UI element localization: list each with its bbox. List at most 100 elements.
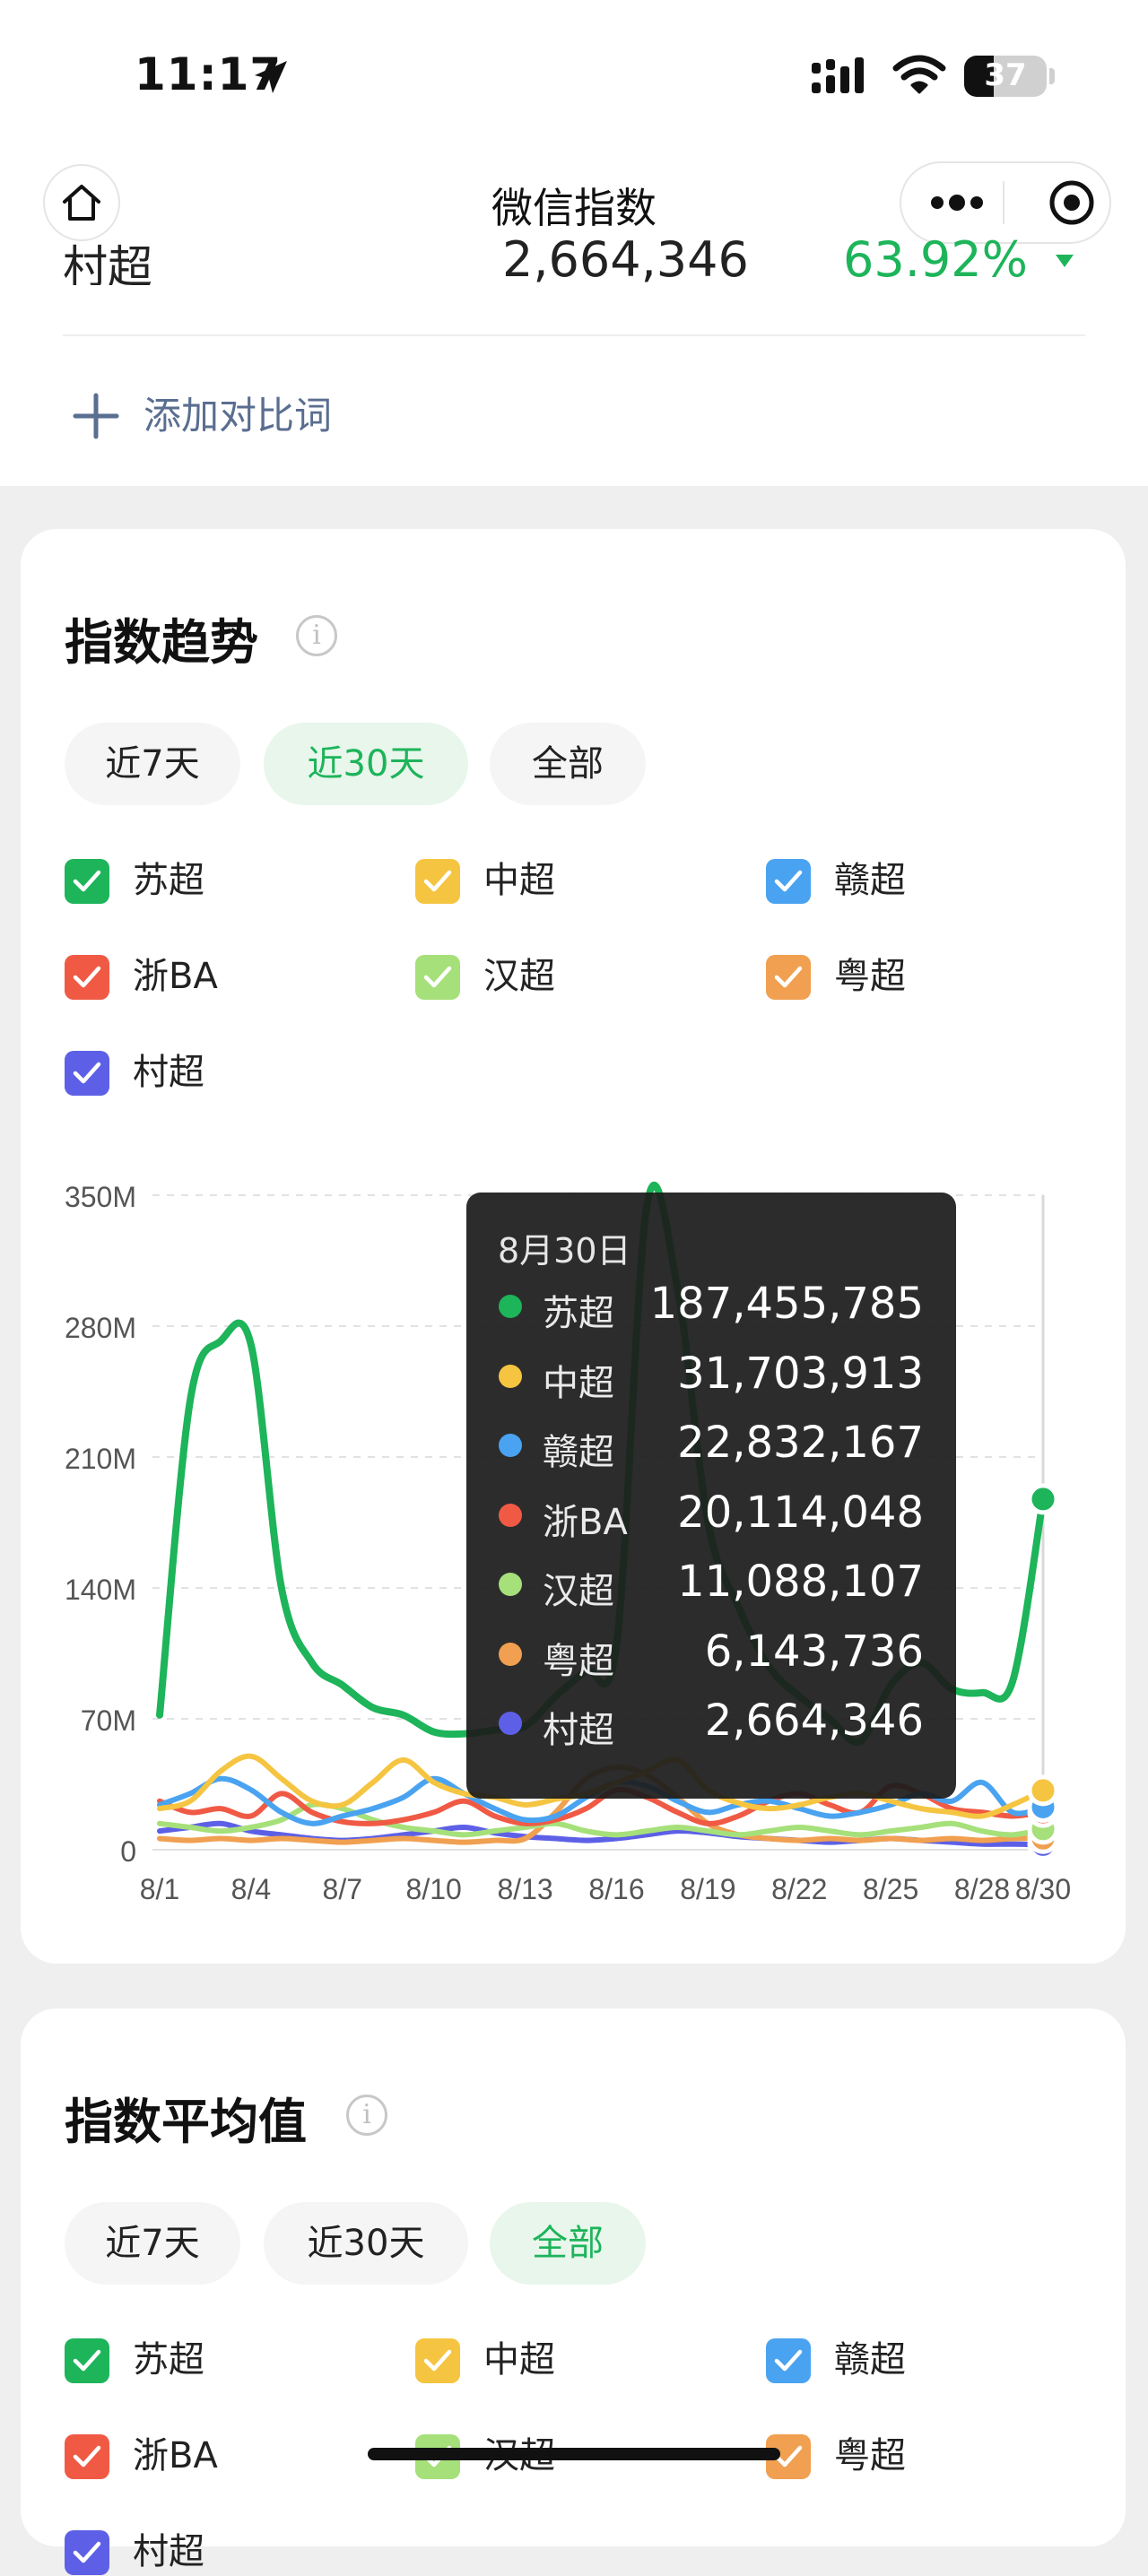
avg-range-all-button[interactable]: 全部: [490, 2202, 646, 2285]
series-dot: [499, 1295, 522, 1318]
compare-row-value: 2,664,346: [502, 231, 749, 288]
average-legend-item[interactable]: 村超: [65, 2528, 334, 2576]
average-title: 指数平均值: [65, 2094, 307, 2150]
trend-legend-item[interactable]: 苏超: [65, 856, 334, 905]
trend-legend-item[interactable]: 村超: [65, 1048, 334, 1097]
x-tick-label: 8/19: [680, 1873, 735, 1905]
range-7d-button[interactable]: 近7天: [65, 723, 240, 805]
tooltip-series-name: 赣超: [543, 1432, 614, 1473]
series-dot: [499, 1573, 522, 1596]
info-icon[interactable]: i: [296, 615, 337, 656]
status-time: 11:17: [135, 48, 283, 100]
checkbox-checked-icon[interactable]: [65, 859, 109, 904]
trend-legend-item[interactable]: 中超: [415, 856, 684, 905]
trend-legend-item[interactable]: 汉超: [415, 952, 684, 1001]
trend-legend-item[interactable]: 浙BA: [65, 952, 334, 1001]
tooltip-series-name: 中超: [543, 1362, 614, 1404]
tooltip-row: 中超 31,703,913: [466, 1348, 956, 1404]
checkbox-checked-icon[interactable]: [65, 955, 109, 1000]
average-legend-item[interactable]: 粤超: [766, 2432, 1035, 2480]
average-legend-item[interactable]: 中超: [415, 2336, 684, 2384]
add-compare-button[interactable]: 添加对比词: [63, 377, 350, 448]
tooltip-series-value: 187,455,785: [649, 1279, 924, 1329]
legend-label: 赣超: [834, 860, 906, 901]
y-tick-label: 280M: [65, 1312, 136, 1344]
series-dot: [499, 1642, 522, 1666]
legend-label: 村超: [133, 1052, 204, 1093]
compare-row-percent: 63.92%: [843, 231, 1028, 288]
series-line-5: [157, 1801, 1046, 1838]
tooltip-row: 村超 2,664,346: [466, 1696, 956, 1751]
checkbox-checked-icon[interactable]: [65, 2530, 109, 2575]
checkbox-checked-icon[interactable]: [65, 2338, 109, 2383]
tooltip-series-value: 22,832,167: [677, 1418, 924, 1468]
series-dot: [499, 1434, 522, 1457]
checkbox-checked-icon[interactable]: [766, 955, 811, 1000]
battery-level: 37: [984, 57, 1027, 93]
location-arrow-icon: [255, 61, 287, 93]
series-dot: [499, 1364, 522, 1388]
legend-label: 中超: [483, 2339, 555, 2381]
tooltip-row: 浙BA 20,114,048: [466, 1487, 956, 1543]
trend-legend-item[interactable]: 赣超: [766, 856, 1035, 905]
plus-icon: [73, 393, 119, 439]
tooltip-series-name: 村超: [543, 1710, 614, 1751]
x-tick-label: 8/4: [231, 1873, 271, 1905]
more-menu-icon[interactable]: [930, 192, 984, 213]
tooltip-series-value: 6,143,736: [704, 1626, 924, 1677]
legend-label: 浙BA: [133, 2435, 218, 2476]
average-legend-item[interactable]: 赣超: [766, 2336, 1035, 2384]
trend-title: 指数趋势: [65, 614, 258, 671]
wifi-icon: [892, 55, 946, 94]
checkbox-checked-icon[interactable]: [766, 2338, 811, 2383]
compare-row-name: 村超: [63, 241, 152, 285]
average-legend-item[interactable]: 苏超: [65, 2336, 334, 2384]
x-tick-label: 8/10: [406, 1873, 462, 1905]
tooltip-date: 8月30日: [498, 1231, 631, 1271]
chart-tooltip: 8月30日 苏超 187,455,785 中超 31,703,913 赣超 22,832,…: [466, 1193, 956, 1799]
trend-legend-item[interactable]: 粤超: [766, 952, 1035, 1001]
average-legend-item[interactable]: 浙BA: [65, 2432, 334, 2480]
divider: [63, 334, 1085, 336]
tooltip-series-value: 31,703,913: [677, 1348, 924, 1399]
tooltip-series-value: 20,114,048: [677, 1487, 924, 1538]
checkbox-checked-icon[interactable]: [415, 2338, 460, 2383]
checkbox-checked-icon[interactable]: [415, 955, 460, 1000]
y-tick-label: 140M: [65, 1574, 136, 1606]
legend-label: 赣超: [834, 2339, 906, 2381]
avg-range-7d-button[interactable]: 近7天: [65, 2202, 240, 2285]
x-tick-label: 8/16: [588, 1873, 644, 1905]
tooltip-row: 赣超 22,832,167: [466, 1418, 956, 1473]
tooltip-row: 粤超 6,143,736: [466, 1626, 956, 1682]
checkbox-checked-icon[interactable]: [65, 2434, 109, 2479]
x-tick-label: 8/25: [863, 1873, 918, 1905]
x-tick-label: 8/22: [771, 1873, 827, 1905]
legend-label: 苏超: [133, 2339, 204, 2381]
y-tick-label: 210M: [65, 1443, 136, 1475]
series-end-marker-2: [1027, 1774, 1059, 1807]
tooltip-series-name: 粤超: [543, 1640, 614, 1682]
y-tick-label: 70M: [81, 1704, 136, 1737]
info-icon[interactable]: i: [346, 2095, 387, 2136]
checkbox-checked-icon[interactable]: [65, 1051, 109, 1096]
checkbox-checked-icon[interactable]: [766, 859, 811, 904]
legend-label: 粤超: [834, 2435, 906, 2476]
home-indicator: [368, 2448, 780, 2460]
series-end-marker-1: [1027, 1483, 1059, 1515]
legend-label: 浙BA: [133, 956, 218, 997]
tooltip-series-value: 11,088,107: [677, 1557, 924, 1607]
range-all-button[interactable]: 全部: [490, 723, 646, 805]
legend-label: 村超: [133, 2531, 204, 2572]
legend-label: 苏超: [133, 860, 204, 901]
tooltip-series-name: 浙BA: [543, 1501, 628, 1543]
range-30d-button[interactable]: 近30天: [264, 723, 468, 805]
add-compare-label: 添加对比词: [144, 394, 333, 438]
home-button[interactable]: [43, 164, 120, 241]
battery-icon: 37: [964, 56, 1047, 97]
tooltip-row: 苏超 187,455,785: [466, 1279, 956, 1334]
close-miniprogram-icon[interactable]: [1048, 178, 1096, 227]
legend-label: 粤超: [834, 956, 906, 997]
checkbox-checked-icon[interactable]: [415, 859, 460, 904]
tooltip-series-value: 2,664,346: [704, 1696, 924, 1746]
avg-range-30d-button[interactable]: 近30天: [264, 2202, 468, 2285]
